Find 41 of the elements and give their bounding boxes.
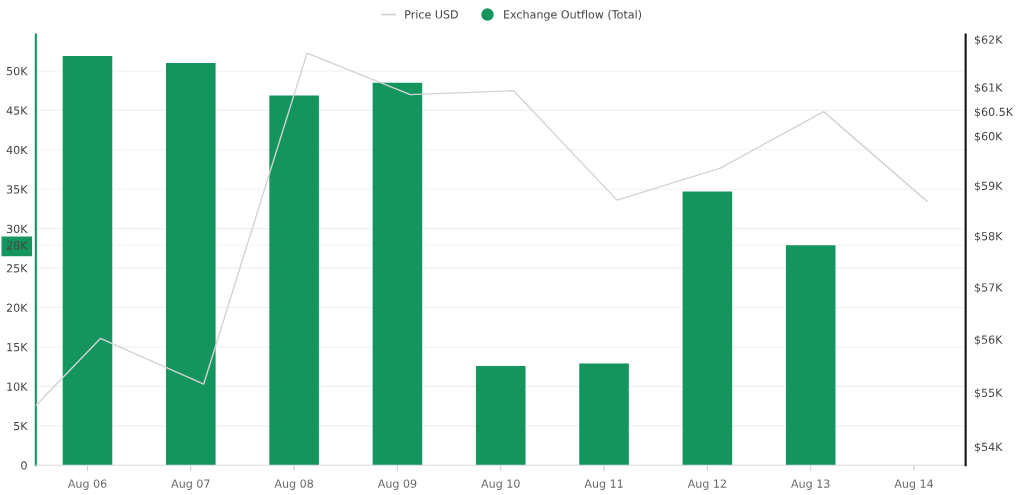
bar (62, 55, 113, 466)
bar (682, 191, 733, 466)
x-tick-label: Aug 13 (791, 479, 830, 490)
y-tick-label: 10K (7, 382, 28, 391)
bar (166, 63, 216, 466)
y-tick-label: 0 (21, 461, 27, 470)
x-tick-label: Aug 11 (584, 479, 623, 490)
y2-tick-label: $62K (974, 35, 1003, 46)
y2-tick-label: $54K (974, 442, 1003, 453)
y2-tick-label: $58K (974, 231, 1003, 242)
x-tick-label: Aug 09 (377, 479, 417, 490)
x-tick-label: Aug 07 (171, 479, 210, 490)
y2-tick-label: $59K (974, 181, 1003, 192)
y-tick-label: 30K (6, 224, 28, 234)
x-tick-label: Aug 06 (67, 479, 107, 490)
y-tick-label: 20K (6, 303, 28, 312)
legend-label: Price USD (405, 10, 458, 19)
x-tick-label: Aug 12 (687, 479, 726, 490)
y-tick-label: 45K (6, 106, 28, 115)
y2-tick-label: $57K (974, 283, 1003, 294)
legend-label: Exchange Outflow (Total) (504, 10, 642, 21)
x-tick-label: Aug 10 (481, 479, 520, 490)
y-tick-label: 28K (6, 241, 28, 250)
bar (372, 82, 423, 466)
y2-tick-label: $55K (974, 388, 1003, 399)
y-tick-label: 5K (14, 421, 28, 431)
y-tick-label: 25K (6, 264, 28, 273)
y2-tick-label: $60K (974, 131, 1003, 142)
bar (579, 363, 629, 466)
y2-tick-label: $61K (974, 83, 1003, 94)
x-tick-label: Aug 08 (274, 479, 314, 490)
y2-tick-label: $56K (974, 335, 1003, 346)
y-tick-label: 35K (6, 185, 28, 194)
y-tick-label: 15K (7, 343, 28, 352)
bar (785, 245, 836, 466)
x-tick-label: Aug 14 (894, 479, 934, 490)
bar (269, 95, 319, 466)
y2-tick-label: $60.5K (974, 107, 1014, 118)
bar (475, 365, 526, 466)
y-tick-label: 50K (6, 66, 28, 76)
y-tick-label: 40K (6, 145, 28, 155)
